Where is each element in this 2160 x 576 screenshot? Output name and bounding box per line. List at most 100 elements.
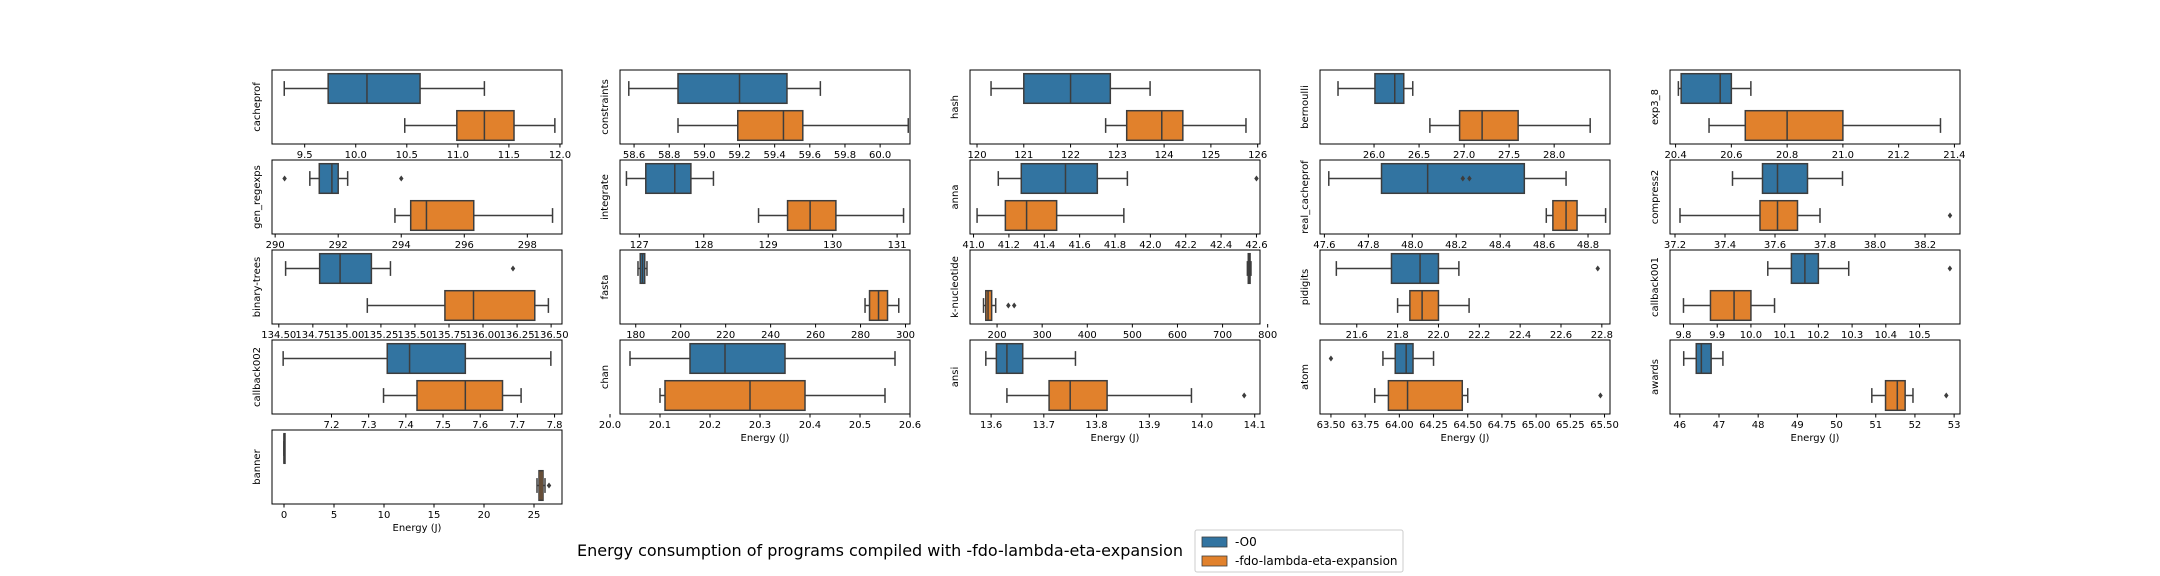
box-eta-expansion bbox=[757, 199, 905, 232]
axes-frame bbox=[1669, 249, 1961, 325]
x-tick-label: 14.1 bbox=[1244, 420, 1266, 431]
y-axis-label: compress2 bbox=[1650, 170, 1661, 225]
x-tick-label: 37.6 bbox=[1764, 240, 1786, 251]
outlier-point bbox=[1944, 392, 1949, 399]
x-tick-label: 25 bbox=[528, 510, 541, 521]
x-tick-label: 20.2 bbox=[699, 420, 721, 431]
x-tick-label: 42.6 bbox=[1245, 240, 1267, 251]
x-tick-label: 21.0 bbox=[1832, 150, 1854, 161]
x-axis-label: Energy (J) bbox=[1091, 433, 1140, 444]
x-tick-label: 64.75 bbox=[1488, 420, 1517, 431]
x-tick-label: 10.4 bbox=[1875, 330, 1897, 341]
y-axis-label: exp3_8 bbox=[1650, 89, 1661, 125]
x-tick-label: 60.0 bbox=[869, 150, 891, 161]
subplot-callback002: callback002 7.2 7.3 7.4 7.5 7.6 7.7 7.8 bbox=[252, 339, 563, 431]
axes-frame bbox=[619, 159, 911, 235]
x-tick-label: 10.0 bbox=[345, 150, 367, 161]
box-iqr bbox=[416, 379, 504, 412]
x-tick-label: 15 bbox=[428, 510, 441, 521]
axes-frame bbox=[271, 159, 563, 235]
x-tick-label: 58.6 bbox=[623, 150, 645, 161]
box-o0 bbox=[283, 72, 486, 105]
x-tick-label: 300 bbox=[1033, 330, 1052, 341]
x-tick-label: 22.6 bbox=[1550, 330, 1572, 341]
legend-swatch-eta-expansion bbox=[1201, 555, 1228, 567]
x-tick-label: 10.5 bbox=[1908, 330, 1930, 341]
axes-frame bbox=[271, 69, 563, 145]
x-tick-label: 37.8 bbox=[1814, 240, 1836, 251]
y-axis-label: real_cacheprof bbox=[1300, 160, 1311, 234]
y-axis-label: callback001 bbox=[1650, 257, 1661, 317]
box-iqr bbox=[1744, 109, 1844, 142]
x-tick-label: 20.0 bbox=[599, 420, 621, 431]
y-axis-label: ansi bbox=[950, 367, 961, 387]
y-axis-label: chan bbox=[600, 365, 611, 389]
x-tick-label: 41.8 bbox=[1104, 240, 1126, 251]
box-eta-expansion bbox=[1871, 379, 1949, 412]
box-iqr bbox=[444, 289, 536, 322]
x-tick-label: 52 bbox=[1909, 420, 1922, 431]
x-tick-label: 20.1 bbox=[649, 420, 671, 431]
x-tick-label: 22.4 bbox=[1509, 330, 1531, 341]
x-tick-label: 22.2 bbox=[1468, 330, 1490, 341]
box-o0 bbox=[1682, 342, 1724, 375]
box-o0 bbox=[1246, 252, 1252, 285]
x-tick-label: 20.5 bbox=[849, 420, 871, 431]
outlier-point bbox=[1947, 212, 1953, 219]
x-tick-label: 292 bbox=[329, 240, 348, 251]
x-tick-label: 26.5 bbox=[1408, 150, 1430, 161]
x-tick-label: 180 bbox=[626, 330, 645, 341]
subplot-exp3_8: exp3_8 20.4 20.6 20.8 21.0 21.2 21.4 bbox=[1650, 69, 1966, 161]
box-o0 bbox=[628, 72, 822, 105]
box-o0 bbox=[625, 162, 715, 195]
x-tick-label: 7.5 bbox=[435, 420, 451, 431]
subplot-grid: cacheprof 9.5 10.0 10.5 11.0 11.5 12.0 constrai… bbox=[252, 69, 1966, 534]
x-tick-label: 400 bbox=[1078, 330, 1097, 341]
x-tick-label: 136.00 bbox=[466, 330, 501, 341]
x-tick-label: 41.2 bbox=[998, 240, 1020, 251]
subplot-pidigits: pidigits 21.6 21.8 22.0 22.2 22.4 22.6 22.8 bbox=[1300, 249, 1613, 341]
y-axis-label: awards bbox=[1650, 359, 1661, 395]
box-eta-expansion bbox=[864, 289, 900, 322]
box-o0 bbox=[1731, 162, 1844, 195]
box-eta-expansion bbox=[1679, 199, 1953, 232]
y-axis-label: atom bbox=[1300, 364, 1311, 390]
subplot-constraints: constraints 58.6 58.8 59.0 59.2 59.4 59.6 59.8 6… bbox=[600, 69, 911, 161]
x-tick-label: 12.0 bbox=[549, 150, 571, 161]
x-tick-label: 47.8 bbox=[1357, 240, 1379, 251]
box-eta-expansion bbox=[659, 379, 886, 412]
y-axis-label: integrate bbox=[600, 174, 611, 220]
box-iqr bbox=[1759, 199, 1799, 232]
x-tick-label: 127 bbox=[630, 240, 649, 251]
x-tick-label: 290 bbox=[266, 240, 285, 251]
box-iqr bbox=[1709, 289, 1752, 322]
legend: -O0 -fdo-lambda-eta-expansion bbox=[1194, 529, 1404, 573]
x-tick-label: 47.6 bbox=[1313, 240, 1335, 251]
box-eta-expansion bbox=[1104, 109, 1247, 142]
axes-frame bbox=[1319, 339, 1611, 415]
box-iqr bbox=[1387, 379, 1464, 412]
x-tick-label: 49 bbox=[1791, 420, 1804, 431]
x-tick-label: 131 bbox=[888, 240, 907, 251]
x-axis-label: Energy (J) bbox=[1791, 433, 1840, 444]
x-tick-label: 20.4 bbox=[1664, 150, 1686, 161]
box-iqr bbox=[318, 252, 373, 285]
x-tick-label: 13.8 bbox=[1085, 420, 1107, 431]
box-iqr bbox=[1125, 109, 1184, 142]
box-o0 bbox=[283, 432, 286, 465]
subplot-banner: banner 0 5 10 15 20 25 Energy (J) bbox=[252, 429, 563, 534]
x-tick-label: 130 bbox=[823, 240, 842, 251]
axes-frame bbox=[619, 339, 911, 415]
x-tick-label: 26.0 bbox=[1363, 150, 1385, 161]
x-tick-label: 42.4 bbox=[1210, 240, 1232, 251]
outlier-point bbox=[1460, 175, 1466, 182]
y-axis-label: gen_regexps bbox=[252, 165, 263, 229]
x-tick-label: 300 bbox=[896, 330, 915, 341]
x-tick-label: 700 bbox=[1213, 330, 1232, 341]
subplot-bernoulli: bernoulli 26.0 26.5 27.0 27.5 28.0 bbox=[1300, 69, 1611, 161]
box-o0 bbox=[284, 252, 516, 285]
x-tick-label: 7.3 bbox=[361, 420, 377, 431]
x-tick-label: 10.5 bbox=[396, 150, 418, 161]
y-axis-label: pidigits bbox=[1300, 269, 1311, 306]
